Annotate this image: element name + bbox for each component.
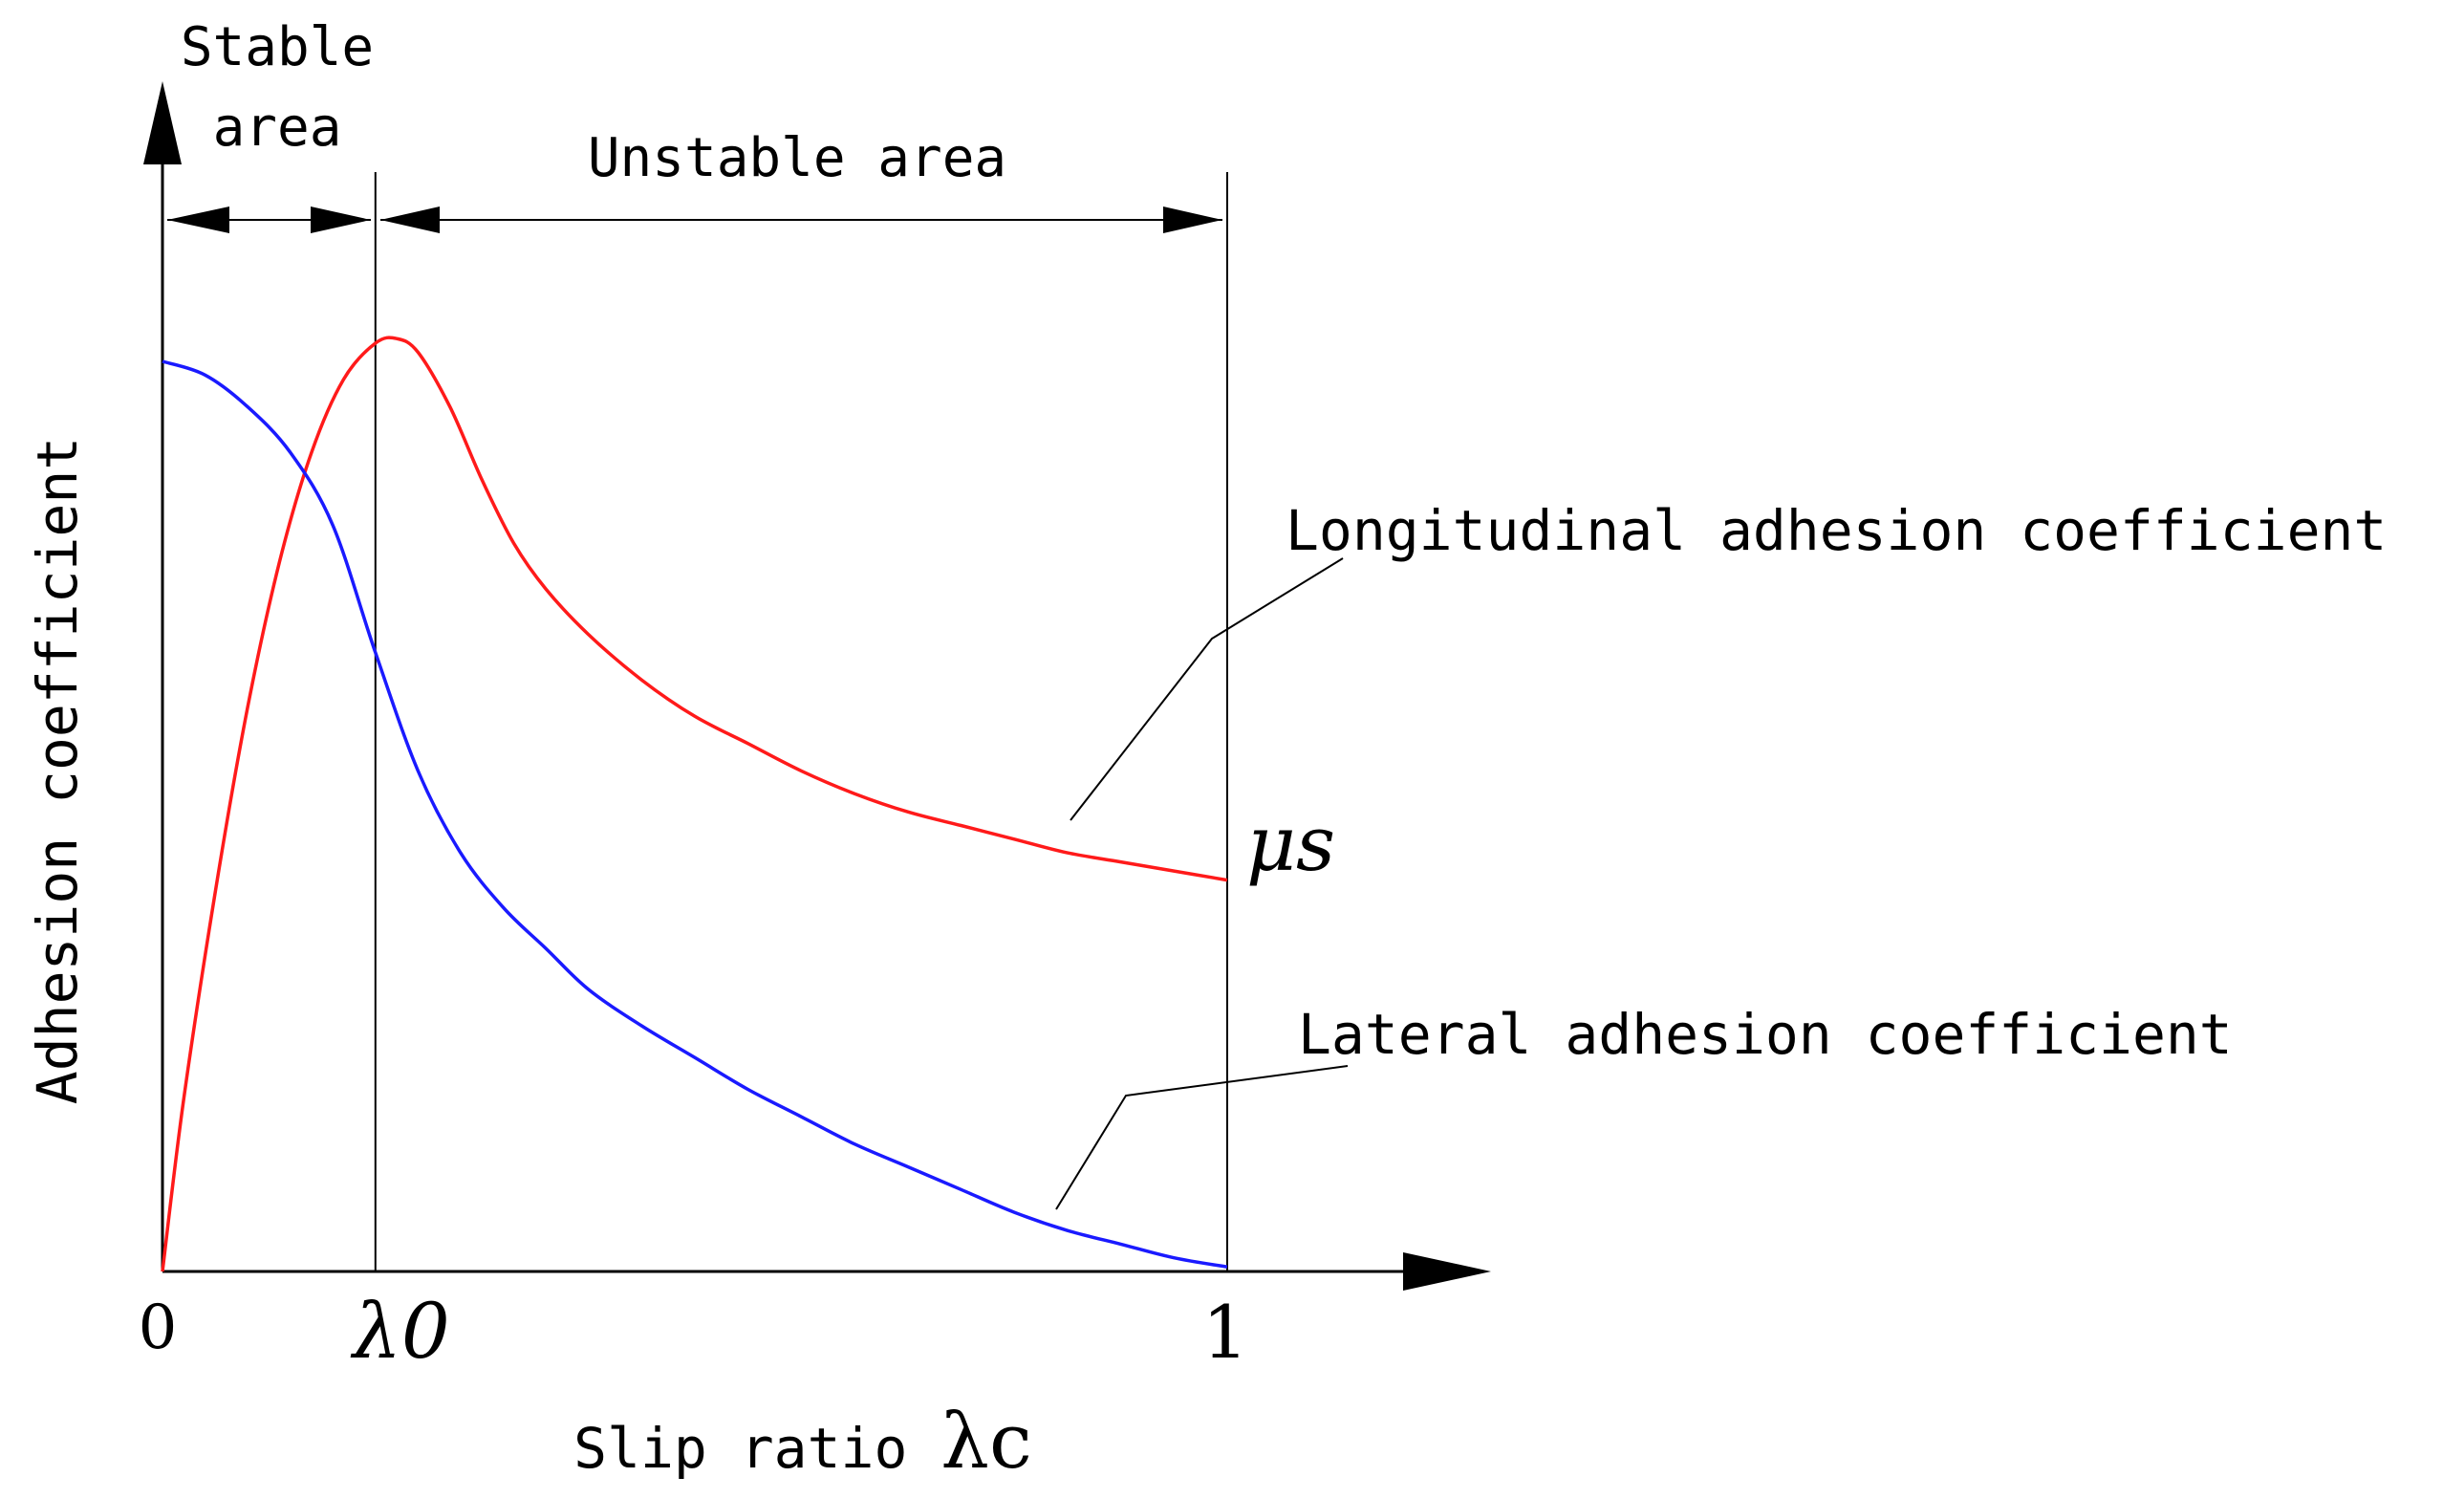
longitudinal-annotation: Longitudinal adhesion coefficient bbox=[1286, 498, 2387, 563]
x-axis-label: Slip ratio λc bbox=[573, 1397, 1032, 1486]
stable-area-label-line1: Stable bbox=[181, 16, 374, 78]
series-lines bbox=[161, 336, 1228, 1272]
x-tick-0: 0 bbox=[139, 1293, 178, 1363]
axes bbox=[143, 81, 1491, 1291]
unstable-area-left-arrow bbox=[380, 206, 440, 233]
lateral-adhesion-curve bbox=[162, 359, 1228, 1269]
mu-s-label: μs bbox=[1246, 799, 1335, 888]
longitudinal-adhesion-curve bbox=[161, 336, 1228, 1272]
annotation-leaders bbox=[1055, 557, 1349, 1210]
x-axis-label-text: Slip ratio bbox=[573, 1416, 907, 1481]
x-tick-1: 1 bbox=[1202, 1290, 1248, 1375]
unstable-area-label: Unstable area bbox=[588, 127, 1006, 189]
labels: Stable area Unstable area Longitudinal a… bbox=[25, 16, 2387, 1486]
y-axis-label: Adhesion coefficient bbox=[25, 437, 90, 1104]
stable-area-label-line2: area bbox=[213, 97, 342, 159]
unstable-area-right-arrow bbox=[1163, 206, 1222, 233]
lateral-leader-line bbox=[1055, 1065, 1349, 1210]
x-axis-label-symbol: λc bbox=[940, 1397, 1032, 1486]
longitudinal-leader-line bbox=[1070, 557, 1344, 821]
stable-area-right-arrow bbox=[311, 206, 371, 233]
x-axis-arrow bbox=[1403, 1252, 1491, 1291]
stable-area-left-arrow bbox=[167, 206, 229, 233]
lateral-annotation: Lateral adhesion coefficient bbox=[1298, 1002, 2233, 1067]
y-axis-arrow bbox=[143, 81, 182, 164]
x-tick-lambda0: λ0 bbox=[350, 1287, 450, 1376]
region-markers bbox=[167, 172, 1228, 1271]
